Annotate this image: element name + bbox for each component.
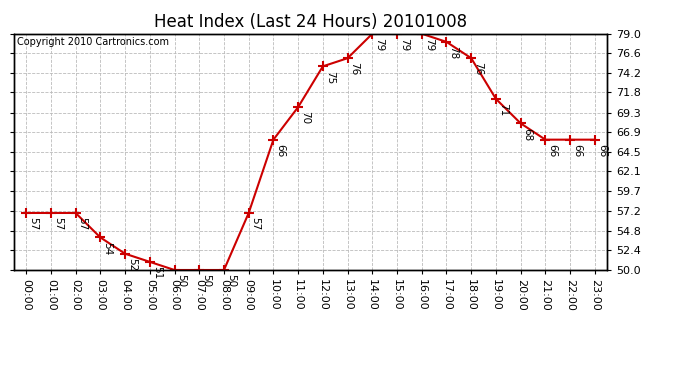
- Text: 75: 75: [325, 70, 335, 84]
- Text: 71: 71: [498, 103, 508, 116]
- Text: 57: 57: [53, 217, 63, 230]
- Text: 66: 66: [547, 144, 558, 157]
- Text: 66: 66: [597, 144, 607, 157]
- Text: 79: 79: [374, 38, 384, 51]
- Text: 76: 76: [350, 62, 359, 76]
- Text: 51: 51: [152, 266, 161, 279]
- Text: 52: 52: [127, 258, 137, 271]
- Text: 54: 54: [102, 242, 112, 255]
- Text: 50: 50: [177, 274, 186, 287]
- Text: 57: 57: [250, 217, 261, 230]
- Text: Copyright 2010 Cartronics.com: Copyright 2010 Cartronics.com: [17, 37, 169, 47]
- Title: Heat Index (Last 24 Hours) 20101008: Heat Index (Last 24 Hours) 20101008: [154, 13, 467, 31]
- Text: 50: 50: [201, 274, 211, 287]
- Text: 79: 79: [399, 38, 409, 51]
- Text: 70: 70: [300, 111, 310, 125]
- Text: 57: 57: [28, 217, 38, 230]
- Text: 57: 57: [77, 217, 88, 230]
- Text: 66: 66: [572, 144, 582, 157]
- Text: 50: 50: [226, 274, 236, 287]
- Text: 76: 76: [473, 62, 483, 76]
- Text: 79: 79: [424, 38, 434, 51]
- Text: 68: 68: [522, 128, 533, 141]
- Text: 78: 78: [448, 46, 458, 59]
- Text: 66: 66: [275, 144, 286, 157]
